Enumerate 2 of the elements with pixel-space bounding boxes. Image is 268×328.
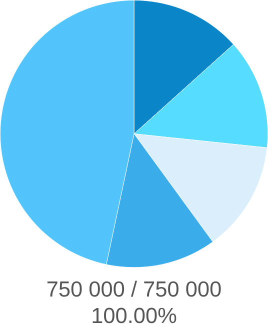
text: 100.00% (92, 308, 176, 324)
text: 750 000 / 750 000 (47, 280, 221, 297)
